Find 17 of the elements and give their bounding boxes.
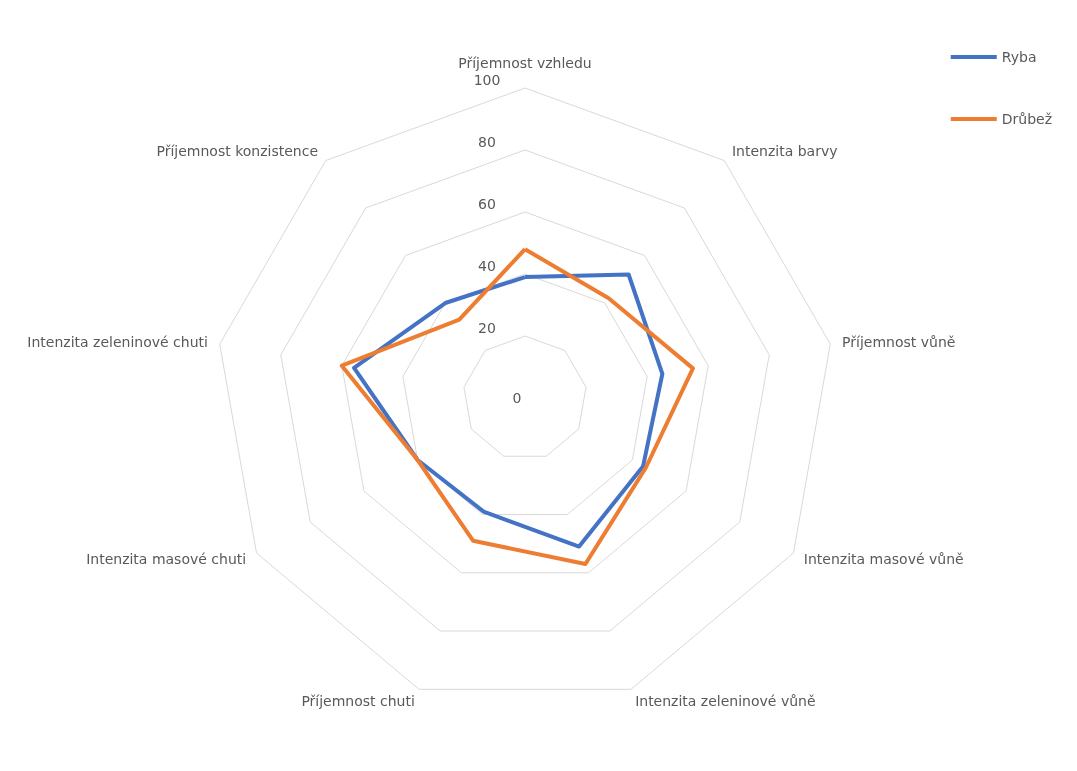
- y-tick-label: 80: [478, 134, 496, 150]
- y-tick-label: 0: [512, 390, 522, 406]
- spoke-label: Příjemnost vzhledu: [458, 55, 592, 72]
- spoke-label: Intenzita zeleninové chuti: [27, 334, 208, 351]
- y-tick-label: 100: [473, 72, 501, 88]
- y-tick-label: 20: [478, 320, 496, 336]
- spoke-label: Příjemnost chuti: [301, 692, 415, 709]
- legend-label: Drůbež: [1001, 111, 1053, 127]
- spoke-label: Intenzita masové vůně: [803, 551, 964, 567]
- spoke-label: Intenzita barvy: [731, 143, 838, 160]
- y-tick-label: 40: [478, 258, 496, 274]
- legend-label: Ryba: [1001, 49, 1037, 65]
- spoke-label: Příjemnost vůně: [842, 334, 956, 351]
- spoke-label: Příjemnost konzistence: [156, 143, 319, 160]
- y-tick-label: 60: [478, 196, 496, 212]
- spoke-label: Intenzita zeleninové vůně: [635, 692, 816, 709]
- spoke-label: Intenzita masové chuti: [86, 551, 247, 567]
